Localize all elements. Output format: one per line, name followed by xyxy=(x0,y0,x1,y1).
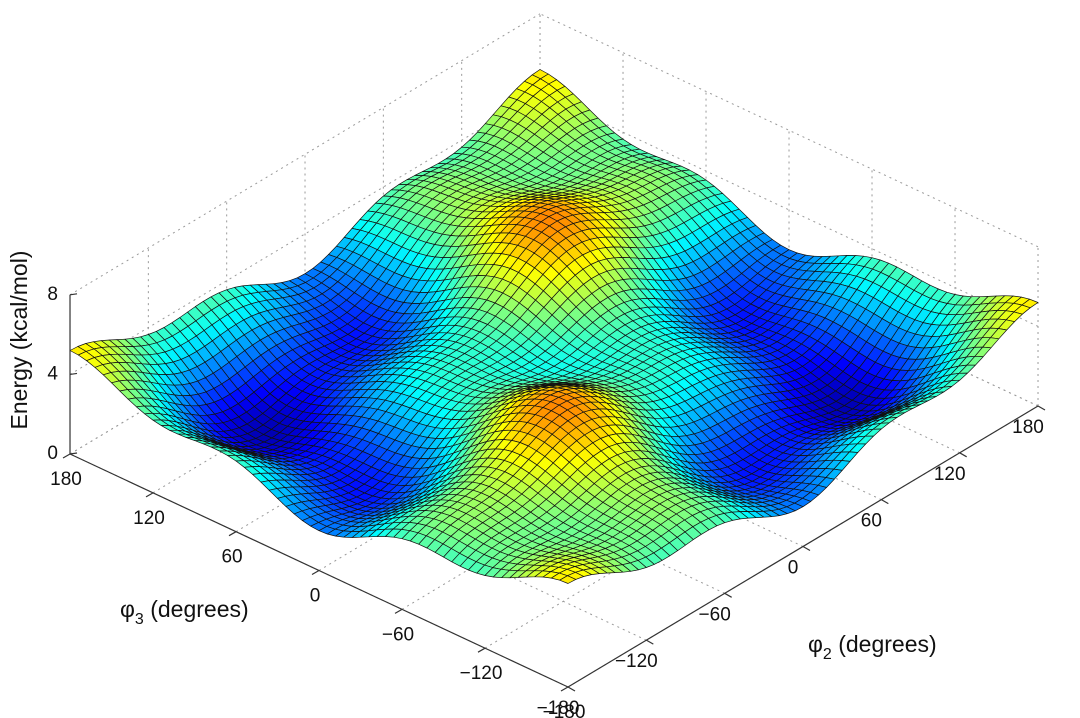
x-axis-label-rest: (degrees) xyxy=(832,631,937,657)
surface-facet xyxy=(559,575,577,584)
x-tick-label: −120 xyxy=(615,651,658,672)
x-tick-mark xyxy=(959,452,967,458)
back-wall-grid-line xyxy=(69,13,541,296)
x-tick-label: 0 xyxy=(788,558,799,579)
back-wall-grid-line xyxy=(69,92,541,375)
z-tick-label: 8 xyxy=(47,284,58,305)
y-tick-label: 180 xyxy=(50,469,82,490)
y-axis-label-sub: 3 xyxy=(135,611,144,628)
y-tick-mark xyxy=(145,492,154,498)
x-axis-label: φ2 (degrees) xyxy=(808,631,937,663)
y-tick-mark xyxy=(394,608,403,614)
y-tick-mark xyxy=(228,531,237,537)
z-axis-label: Energy (kcal/mol) xyxy=(6,251,32,430)
y-axis-label: φ3 (degrees) xyxy=(120,596,249,628)
y-tick-mark xyxy=(62,453,71,459)
y-tick-label: 60 xyxy=(221,547,242,568)
x-tick-label: 60 xyxy=(861,511,882,532)
y-tick-label: −120 xyxy=(460,663,503,684)
y-axis-label-rest: (degrees) xyxy=(144,596,249,622)
tick-labels: −180 −120 −60 0 60 120 180 −180 −120 −60 0 60 120 180… xyxy=(47,284,1046,718)
x-tick-label: 120 xyxy=(934,464,966,485)
x-tick-mark xyxy=(802,545,811,552)
z-tick-mark xyxy=(69,372,78,376)
x-tick-mark xyxy=(881,499,889,505)
y-axis-label-main: φ xyxy=(120,596,135,622)
z-tick-label: 4 xyxy=(47,363,58,384)
x-tick-mark xyxy=(646,639,654,645)
x-tick-label: −60 xyxy=(699,604,731,625)
y-tick-mark xyxy=(477,647,486,653)
y-tick-mark xyxy=(311,569,320,576)
x-axis-label-sub: 2 xyxy=(823,646,832,663)
side-wall-grid-line xyxy=(539,92,1039,327)
x-tick-label: 180 xyxy=(1012,417,1044,438)
z-tick-mark xyxy=(69,452,78,455)
x-axis-label-main: φ xyxy=(808,631,823,657)
y-tick-label: 0 xyxy=(310,586,321,607)
x-tick-label: −180 xyxy=(537,698,580,718)
y-tick-label: −60 xyxy=(382,624,414,645)
z-tick-label: 0 xyxy=(47,443,58,464)
y-tick-label: 120 xyxy=(133,508,165,529)
side-wall-grid-line xyxy=(539,13,1039,248)
y-tick-mark xyxy=(560,686,569,692)
surface-layer xyxy=(69,69,1039,584)
x-tick-mark xyxy=(1037,405,1046,411)
y-tick-label: −180 xyxy=(543,702,586,718)
x-tick-mark xyxy=(567,686,576,692)
z-tick-mark xyxy=(69,293,78,296)
x-tick-mark xyxy=(724,592,732,598)
